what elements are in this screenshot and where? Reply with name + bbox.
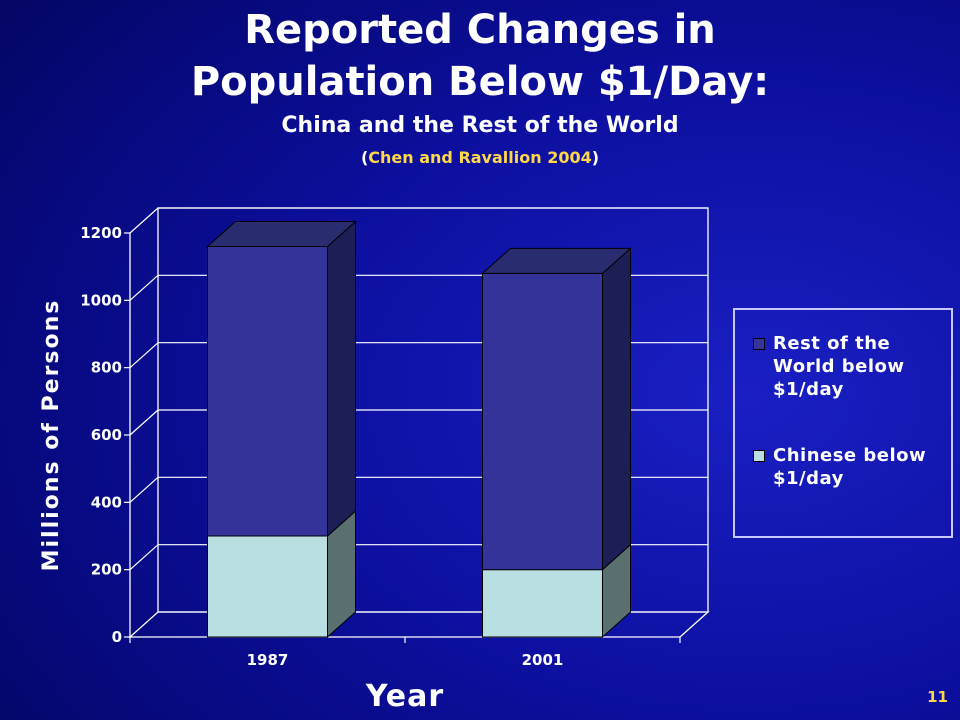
legend-swatch-rest-of-world bbox=[753, 338, 765, 350]
bar-chinese-1987 bbox=[207, 535, 328, 638]
gridline bbox=[129, 207, 708, 234]
citation-text: Chen and Ravallion 2004 bbox=[368, 148, 592, 167]
slide-number: 11 bbox=[927, 688, 948, 706]
bar-side-rest-of-world-1987 bbox=[327, 220, 356, 538]
y-tick-label: 800 bbox=[91, 359, 122, 377]
x-category-label: 2001 bbox=[522, 651, 564, 669]
bar-rest-of-world-1987 bbox=[207, 245, 328, 537]
bar-rest-of-world-2001 bbox=[482, 272, 603, 571]
chart-legend: Rest of the World below $1/day Chinese b… bbox=[733, 308, 953, 538]
legend-label-line: World below bbox=[773, 356, 905, 377]
bar-side-rest-of-world-2001 bbox=[602, 247, 631, 571]
x-category-label: 1987 bbox=[247, 651, 289, 669]
legend-swatch-chinese bbox=[753, 450, 765, 462]
slide-title-line-1: Reported Changes in bbox=[244, 7, 716, 53]
y-tick-label: 400 bbox=[91, 493, 122, 511]
bar-chinese-2001 bbox=[482, 569, 603, 638]
bar-top-2001 bbox=[481, 247, 632, 274]
y-tick-label: 1200 bbox=[80, 224, 122, 242]
y-tick-label: 0 bbox=[112, 628, 122, 646]
legend-label-chinese: Chinese below $1/day bbox=[773, 444, 953, 490]
slide-subtitle: China and the Rest of the World bbox=[281, 113, 679, 138]
legend-label-rest-of-world: Rest of the World below $1/day bbox=[773, 332, 953, 401]
y-axis-title: Millions of Persons bbox=[39, 299, 64, 572]
citation: (Chen and Ravallion 2004) bbox=[0, 148, 960, 168]
x-axis-title: Year bbox=[365, 679, 444, 714]
legend-label-line: $1/day bbox=[773, 379, 844, 400]
y-tick-label: 600 bbox=[91, 426, 122, 444]
legend-label-line: $1/day bbox=[773, 468, 844, 489]
y-tick-label: 1000 bbox=[80, 291, 122, 309]
slide-title-line-2: Population Below $1/Day: bbox=[190, 59, 770, 105]
citation-close-paren: ) bbox=[591, 148, 600, 167]
citation-open-paren: ( bbox=[360, 148, 369, 167]
legend-label-line: Rest of the bbox=[773, 333, 891, 354]
y-tick-label: 200 bbox=[91, 561, 122, 579]
legend-label-line: Chinese below bbox=[773, 445, 927, 466]
bar-top-1987 bbox=[206, 220, 357, 247]
